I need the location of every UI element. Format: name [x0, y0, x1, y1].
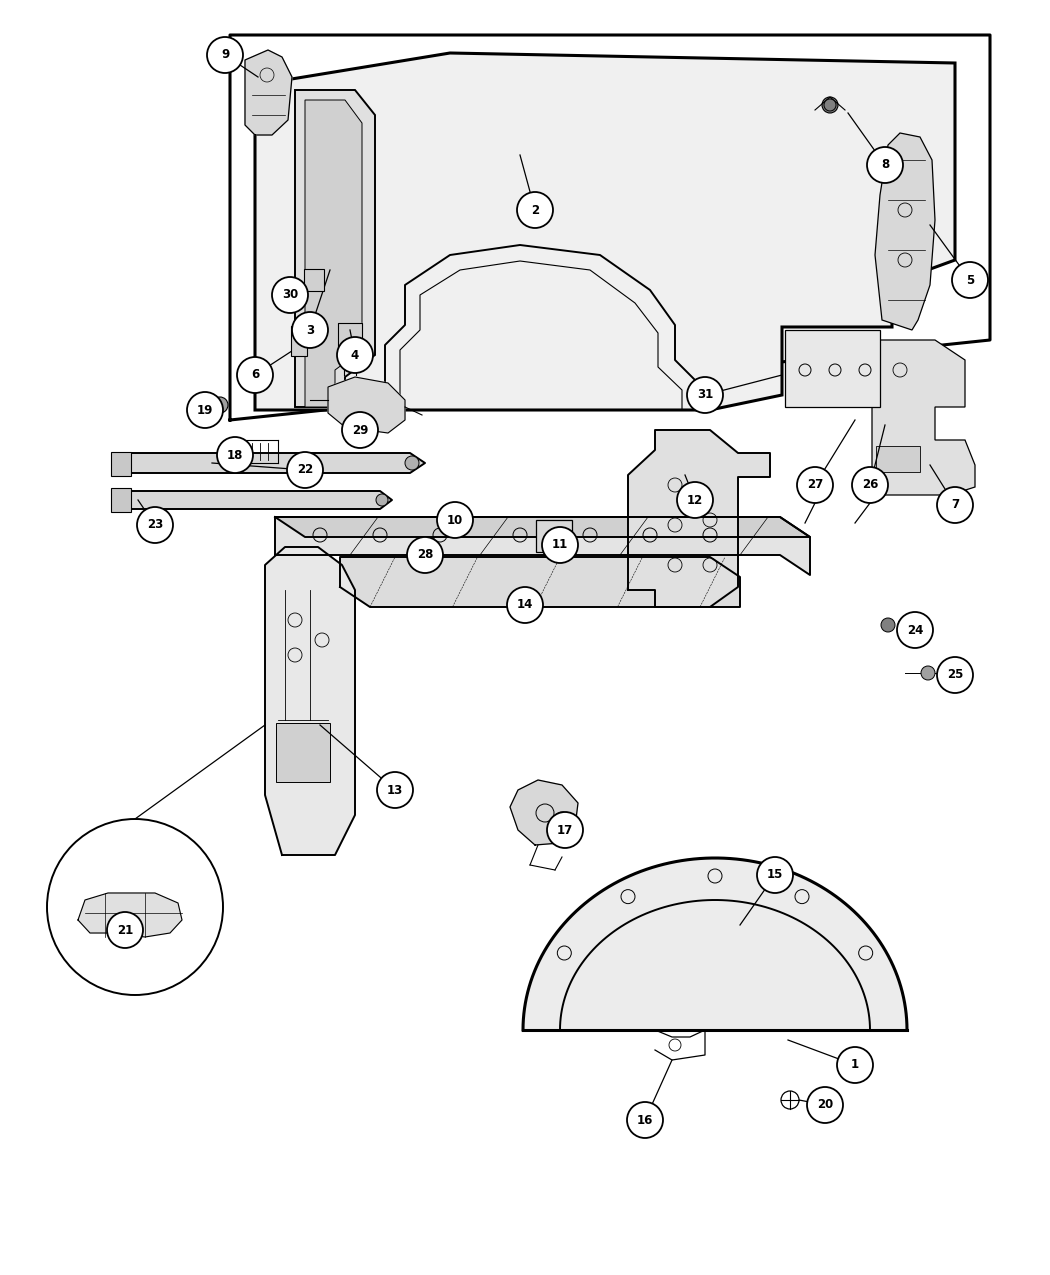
Circle shape — [217, 437, 253, 473]
Polygon shape — [510, 780, 578, 845]
FancyBboxPatch shape — [291, 326, 307, 356]
FancyBboxPatch shape — [276, 723, 330, 782]
Text: 16: 16 — [636, 1113, 653, 1127]
Text: 17: 17 — [556, 824, 573, 836]
Circle shape — [342, 412, 378, 448]
Circle shape — [687, 377, 723, 413]
Polygon shape — [78, 892, 182, 937]
Text: 22: 22 — [297, 464, 313, 477]
Text: 1: 1 — [850, 1058, 859, 1071]
Circle shape — [897, 612, 933, 648]
Text: 18: 18 — [227, 449, 244, 462]
Polygon shape — [255, 54, 956, 411]
Polygon shape — [275, 516, 810, 537]
Circle shape — [757, 857, 793, 892]
Text: 28: 28 — [417, 548, 434, 561]
Polygon shape — [120, 453, 425, 473]
FancyBboxPatch shape — [536, 520, 572, 552]
Polygon shape — [340, 557, 740, 607]
Text: 15: 15 — [766, 868, 783, 881]
Circle shape — [852, 467, 888, 504]
Polygon shape — [120, 491, 392, 509]
Text: 26: 26 — [862, 478, 878, 491]
Text: 21: 21 — [117, 923, 133, 937]
Circle shape — [937, 657, 973, 694]
Polygon shape — [328, 377, 405, 434]
Circle shape — [337, 337, 373, 374]
Text: 23: 23 — [147, 519, 163, 532]
Circle shape — [136, 507, 173, 543]
Polygon shape — [295, 91, 375, 407]
Text: 25: 25 — [947, 668, 963, 682]
Circle shape — [627, 1102, 663, 1139]
Polygon shape — [304, 99, 362, 407]
Circle shape — [822, 97, 838, 113]
Circle shape — [807, 1088, 843, 1123]
Text: 29: 29 — [352, 423, 369, 436]
Text: 8: 8 — [881, 158, 889, 172]
Circle shape — [212, 397, 228, 413]
Circle shape — [867, 147, 903, 184]
Circle shape — [292, 312, 328, 348]
Circle shape — [187, 391, 223, 428]
Text: 14: 14 — [517, 598, 533, 612]
Text: 3: 3 — [306, 324, 314, 337]
Text: 5: 5 — [966, 274, 974, 287]
Text: 27: 27 — [806, 478, 823, 491]
Polygon shape — [875, 133, 934, 330]
Polygon shape — [245, 50, 292, 135]
Circle shape — [542, 527, 578, 564]
Text: 20: 20 — [817, 1099, 833, 1112]
Circle shape — [405, 456, 419, 470]
Circle shape — [47, 819, 223, 995]
Circle shape — [207, 37, 243, 73]
Text: 11: 11 — [552, 538, 568, 552]
Polygon shape — [523, 858, 907, 1030]
FancyBboxPatch shape — [111, 488, 131, 513]
Circle shape — [547, 812, 583, 848]
FancyBboxPatch shape — [111, 453, 131, 476]
Circle shape — [837, 1047, 873, 1082]
Text: 2: 2 — [531, 204, 539, 217]
Polygon shape — [785, 330, 880, 407]
Text: 6: 6 — [251, 368, 259, 381]
Text: 24: 24 — [907, 623, 923, 636]
Text: 30: 30 — [281, 288, 298, 301]
Polygon shape — [872, 340, 975, 495]
Text: 19: 19 — [196, 403, 213, 417]
Circle shape — [237, 357, 273, 393]
Circle shape — [272, 277, 308, 312]
Text: 4: 4 — [351, 348, 359, 362]
FancyBboxPatch shape — [304, 269, 324, 291]
Polygon shape — [628, 430, 770, 607]
Circle shape — [824, 99, 836, 111]
Circle shape — [437, 502, 472, 538]
Polygon shape — [338, 323, 362, 357]
Circle shape — [781, 1091, 799, 1109]
Circle shape — [377, 771, 413, 808]
Circle shape — [898, 618, 912, 632]
Polygon shape — [230, 34, 990, 419]
Text: 10: 10 — [447, 514, 463, 527]
Polygon shape — [275, 516, 810, 575]
Polygon shape — [265, 547, 355, 856]
Text: 13: 13 — [386, 784, 403, 797]
Text: 31: 31 — [697, 389, 713, 402]
Circle shape — [921, 666, 934, 680]
Circle shape — [952, 261, 988, 298]
Text: 12: 12 — [687, 493, 704, 506]
Circle shape — [517, 193, 553, 228]
Text: 9: 9 — [220, 48, 229, 61]
Circle shape — [107, 912, 143, 949]
Circle shape — [881, 618, 895, 632]
Circle shape — [287, 453, 323, 488]
FancyBboxPatch shape — [876, 446, 920, 472]
Circle shape — [937, 487, 973, 523]
Circle shape — [407, 537, 443, 572]
Circle shape — [376, 493, 388, 506]
Text: 7: 7 — [951, 499, 959, 511]
Circle shape — [797, 467, 833, 504]
Circle shape — [677, 482, 713, 518]
Circle shape — [507, 586, 543, 623]
